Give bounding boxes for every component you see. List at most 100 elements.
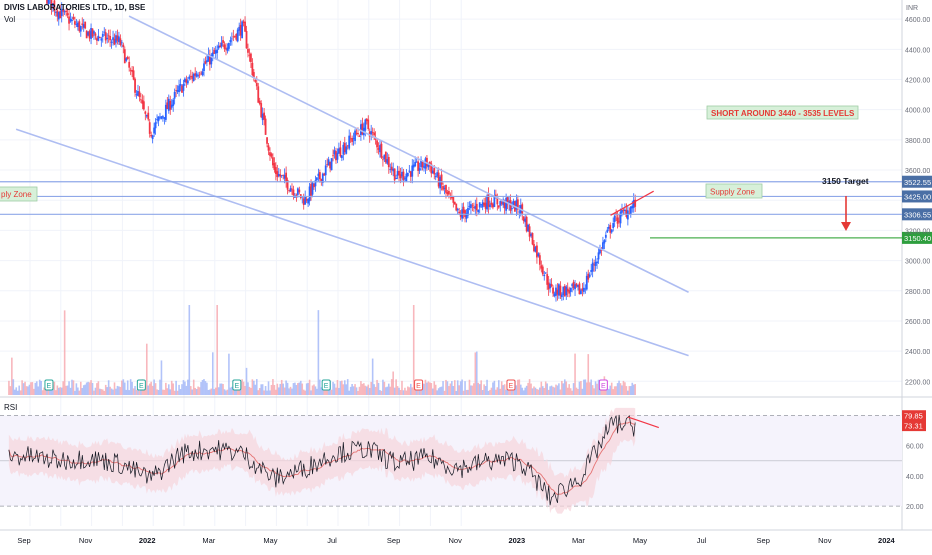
candle-body	[120, 42, 123, 44]
candle-body	[273, 163, 276, 170]
short-note-text: SHORT AROUND 3440 - 3535 LEVELS	[711, 109, 855, 118]
candle	[487, 187, 490, 214]
candle	[536, 241, 538, 264]
candle	[87, 30, 90, 37]
candle-body	[85, 30, 88, 39]
candle-body	[59, 10, 62, 19]
candle	[552, 285, 554, 298]
candle	[248, 48, 251, 62]
candle	[74, 16, 76, 29]
candle-body	[338, 148, 340, 154]
candle	[57, 11, 60, 26]
candle-body	[462, 206, 465, 213]
rsi-tick-label: 20.00	[906, 504, 924, 511]
candle-body	[499, 201, 502, 206]
candle	[588, 272, 591, 279]
supply-zone-left-text: ply Zone	[1, 190, 32, 199]
earnings-marker-letter: E	[416, 383, 421, 390]
candle	[54, 10, 57, 17]
candle-body	[474, 205, 477, 209]
time-tick-label: May	[263, 536, 277, 545]
volume-bar	[534, 387, 537, 395]
candle	[484, 197, 487, 214]
candle	[411, 159, 414, 184]
candle-body	[122, 44, 125, 47]
volume-bar	[87, 381, 89, 395]
horizontal-levels: 3522.55 3425.00 3306.55 3150.40	[0, 175, 932, 244]
candle-body	[455, 203, 458, 211]
candle	[164, 99, 167, 123]
candle-body	[244, 21, 246, 32]
candle	[217, 41, 220, 50]
volume-bar	[368, 387, 371, 395]
volume-label[interactable]: Vol	[4, 15, 16, 24]
candle-body	[624, 209, 626, 212]
candle	[390, 162, 393, 176]
volume-bar	[184, 381, 186, 395]
candle	[478, 202, 481, 214]
candle-body	[571, 284, 574, 286]
candle	[358, 134, 361, 138]
candle-body	[172, 99, 175, 106]
candles	[46, 0, 637, 302]
candle-body	[456, 208, 459, 211]
candle-body	[453, 201, 456, 205]
symbol-title[interactable]: DIVIS LABORATORIES LTD., 1D, BSE	[4, 3, 146, 12]
candle-body	[543, 274, 546, 277]
candle-body	[616, 217, 619, 224]
rsi-value-badge	[902, 420, 926, 432]
candle	[566, 282, 569, 298]
candle	[318, 169, 321, 183]
candle-body	[336, 152, 339, 160]
candle-body	[417, 161, 420, 171]
volume-bar	[477, 382, 480, 395]
candle	[132, 66, 135, 81]
volume-bar	[338, 387, 340, 395]
candle	[338, 142, 340, 154]
volume-bar	[264, 386, 267, 395]
candle-body	[324, 165, 327, 176]
candle	[267, 142, 270, 156]
candle-body	[54, 11, 57, 13]
candle	[537, 252, 540, 258]
volume-bar	[451, 381, 453, 395]
candle	[122, 42, 125, 54]
candle-body	[119, 38, 122, 45]
candle	[540, 260, 543, 273]
volume-bar	[483, 384, 485, 395]
volume-bar	[8, 380, 10, 395]
candle-body	[126, 56, 129, 59]
volume-bar	[30, 382, 32, 395]
volume-bar	[291, 388, 293, 395]
volume-bar	[409, 383, 412, 395]
volume-bar	[260, 384, 262, 395]
volume-bar	[411, 387, 414, 395]
candle	[380, 141, 383, 159]
candle-body	[581, 288, 584, 291]
volume-bar	[385, 387, 387, 395]
volume-bar	[455, 390, 458, 395]
volume-bar	[307, 382, 309, 395]
candle-body	[371, 132, 374, 133]
candle-body	[276, 171, 279, 178]
volume-bar	[28, 384, 31, 395]
candle	[96, 36, 98, 46]
candle	[480, 204, 483, 208]
rsi-label[interactable]: RSI	[4, 403, 18, 412]
candle-body	[311, 182, 314, 195]
candle	[84, 21, 87, 30]
candle	[582, 282, 585, 295]
volume-bar	[339, 381, 342, 395]
candle	[465, 209, 468, 223]
candle	[280, 175, 283, 178]
candle-body	[178, 85, 180, 93]
candle-body	[96, 38, 98, 41]
candle	[50, 0, 53, 15]
time-tick-label: 2023	[508, 536, 525, 545]
candle-body	[197, 75, 200, 77]
price-tick-label: 4000.00	[905, 108, 930, 115]
volume-bar	[544, 381, 547, 395]
candle	[365, 118, 368, 125]
